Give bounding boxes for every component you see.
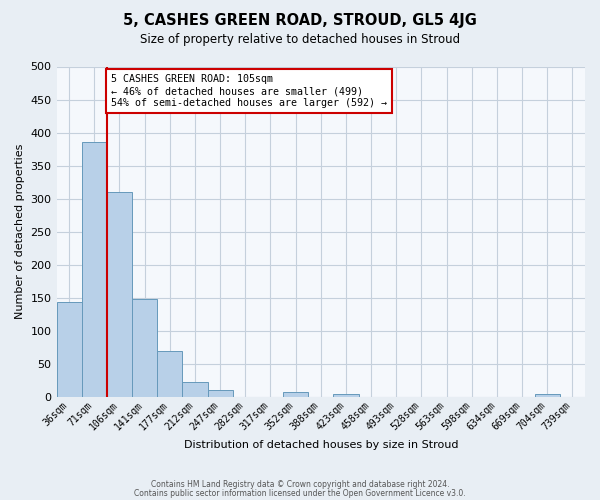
Bar — [132, 299, 157, 397]
Y-axis label: Number of detached properties: Number of detached properties — [15, 144, 25, 320]
Bar — [283, 392, 308, 397]
Text: 5 CASHES GREEN ROAD: 105sqm
← 46% of detached houses are smaller (499)
54% of se: 5 CASHES GREEN ROAD: 105sqm ← 46% of det… — [110, 74, 386, 108]
Bar — [107, 192, 132, 397]
Bar — [208, 390, 233, 397]
Bar — [182, 382, 208, 397]
Text: Contains public sector information licensed under the Open Government Licence v3: Contains public sector information licen… — [134, 489, 466, 498]
X-axis label: Distribution of detached houses by size in Stroud: Distribution of detached houses by size … — [184, 440, 458, 450]
Bar — [82, 142, 107, 397]
Text: Size of property relative to detached houses in Stroud: Size of property relative to detached ho… — [140, 32, 460, 46]
Bar — [535, 394, 560, 397]
Bar — [56, 302, 82, 397]
Text: Contains HM Land Registry data © Crown copyright and database right 2024.: Contains HM Land Registry data © Crown c… — [151, 480, 449, 489]
Bar — [334, 394, 359, 397]
Bar — [157, 350, 182, 397]
Text: 5, CASHES GREEN ROAD, STROUD, GL5 4JG: 5, CASHES GREEN ROAD, STROUD, GL5 4JG — [123, 12, 477, 28]
